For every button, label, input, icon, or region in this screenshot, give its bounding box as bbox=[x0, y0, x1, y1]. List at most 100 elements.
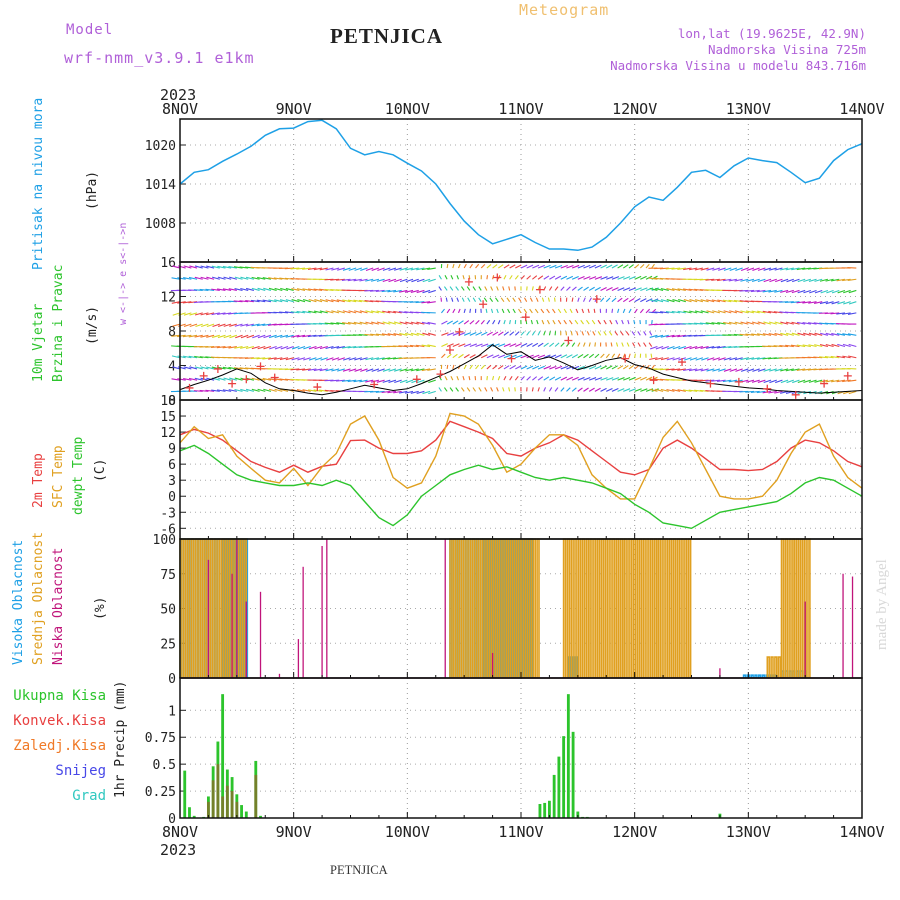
wind-arrow bbox=[480, 319, 485, 325]
wind-arrow bbox=[376, 321, 385, 325]
wind-arrow bbox=[830, 355, 840, 359]
wind-arrow bbox=[279, 277, 289, 280]
wind-arrow bbox=[428, 390, 436, 395]
wind-arrow bbox=[518, 297, 522, 302]
wind-arrow bbox=[712, 357, 721, 361]
wind-arrow bbox=[502, 286, 505, 291]
wind-arrow bbox=[625, 331, 630, 336]
wind-arrow bbox=[445, 297, 448, 302]
wind-arrow bbox=[409, 301, 419, 303]
wind-arrow bbox=[337, 357, 345, 361]
wind-arrow bbox=[308, 310, 317, 314]
wind-arrow bbox=[659, 368, 669, 371]
location-text: lon,lat (19.9625E, 42.9N) bbox=[678, 26, 866, 41]
wind-arrow bbox=[206, 265, 215, 269]
wind-arrow bbox=[358, 299, 368, 303]
wind-arrow bbox=[577, 387, 583, 392]
wind-arrow bbox=[554, 354, 562, 359]
wind-arrow bbox=[452, 353, 458, 359]
wind-arrow bbox=[606, 365, 613, 370]
wind-arrow bbox=[263, 388, 272, 392]
wind-arrow bbox=[449, 387, 454, 392]
wind-arrow bbox=[548, 331, 551, 336]
wind-arrow bbox=[313, 368, 323, 372]
wind-arrow bbox=[274, 299, 283, 303]
wind-arrow bbox=[825, 301, 834, 305]
wind-arrow bbox=[234, 388, 243, 392]
watermark: made by Angel bbox=[874, 559, 890, 650]
wind-arrow bbox=[359, 357, 368, 361]
wind-arrow bbox=[251, 388, 260, 392]
wind-arrow bbox=[313, 288, 323, 292]
wind-arrow bbox=[393, 310, 402, 314]
wind-arrow bbox=[239, 266, 249, 269]
wind-arrow bbox=[848, 355, 857, 359]
wind-arrow bbox=[526, 354, 534, 359]
wind-arrow bbox=[206, 334, 215, 338]
wind-arrow bbox=[441, 332, 449, 336]
x-tick-top: 11NOV bbox=[498, 100, 543, 118]
wind-arrow bbox=[526, 376, 531, 381]
wind-arrow bbox=[194, 334, 203, 338]
wind-arrow bbox=[410, 289, 419, 293]
precip-total-bar bbox=[183, 770, 187, 818]
wind-arrow bbox=[769, 267, 777, 271]
wind-arrow bbox=[503, 375, 507, 381]
wind-arrow bbox=[622, 353, 626, 358]
wind-arrow bbox=[475, 263, 480, 269]
wind-arrow bbox=[245, 300, 254, 303]
wind-arrow bbox=[594, 387, 601, 392]
wind-arrow bbox=[571, 286, 577, 291]
wind-arrow bbox=[740, 278, 749, 282]
wind-arrow bbox=[645, 263, 650, 269]
wind-arrow bbox=[472, 387, 476, 392]
wind-arrow bbox=[774, 390, 783, 394]
wind-arrow bbox=[257, 334, 266, 339]
wind-arrow bbox=[200, 377, 209, 381]
wind-arrow bbox=[410, 390, 419, 394]
wind-arrow bbox=[728, 334, 738, 336]
wind-gust-marker bbox=[256, 362, 265, 371]
wind-arrow bbox=[336, 322, 345, 325]
wind-arrow bbox=[649, 346, 658, 350]
wind-arrow bbox=[574, 319, 579, 325]
wind-arrow bbox=[722, 299, 732, 303]
wind-arrow bbox=[768, 289, 777, 293]
wind-arrow bbox=[205, 345, 215, 348]
wind-arrow bbox=[762, 357, 772, 360]
wind-arrow bbox=[348, 368, 357, 372]
wind-arrow bbox=[577, 342, 581, 347]
wind-arrow bbox=[223, 323, 232, 327]
wind-arrow bbox=[694, 322, 703, 325]
wind-arrow bbox=[188, 355, 198, 359]
wind-arrow bbox=[617, 297, 623, 303]
wind-arrow bbox=[229, 334, 238, 339]
wind-arrow bbox=[813, 356, 823, 359]
wind-arrow bbox=[712, 310, 721, 314]
wind-arrow bbox=[284, 311, 294, 314]
wind-arrow bbox=[640, 376, 647, 381]
wind-arrow bbox=[172, 265, 181, 269]
wind-arrow bbox=[422, 332, 431, 336]
wind-arrow bbox=[645, 298, 653, 303]
wind-arrow bbox=[617, 287, 625, 291]
wind-arrow bbox=[711, 322, 721, 325]
wind-arrow bbox=[677, 267, 686, 270]
x-tick-bottom: 8NOV bbox=[162, 823, 198, 841]
wind-arrow bbox=[791, 321, 800, 325]
wind-arrow bbox=[252, 334, 260, 339]
wind-arrow bbox=[683, 288, 692, 292]
wind-arrow bbox=[831, 301, 840, 305]
wind-arrow bbox=[382, 267, 391, 271]
precip-total-bar bbox=[557, 756, 561, 818]
wind-arrow bbox=[410, 368, 419, 372]
wind-arrow bbox=[415, 344, 425, 348]
wind-arrow bbox=[808, 322, 817, 325]
wind-gust-marker bbox=[213, 364, 222, 373]
wind-arrow bbox=[492, 264, 498, 269]
precip-total-bar bbox=[244, 811, 248, 818]
wind-gust-marker bbox=[479, 300, 488, 309]
wind-arrow bbox=[705, 278, 715, 281]
wind-arrow bbox=[526, 331, 531, 336]
wind-arrow bbox=[404, 289, 414, 293]
